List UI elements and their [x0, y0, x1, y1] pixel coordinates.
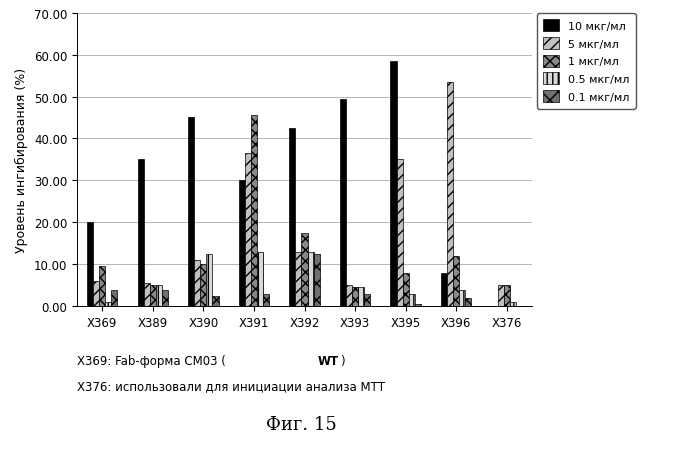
- Bar: [358, 288, 364, 307]
- Y-axis label: Уровень ингибирования (%): Уровень ингибирования (%): [15, 68, 28, 253]
- Legend: 10 мкг/мл, 5 мкг/мл, 1 мкг/мл, 0.5 мкг/мл, 0.1 мкг/мл: 10 мкг/мл, 5 мкг/мл, 1 мкг/мл, 0.5 мкг/м…: [536, 14, 636, 110]
- Bar: [441, 273, 447, 307]
- Text: X369: Fab-форма СМ03 (: X369: Fab-форма СМ03 (: [77, 354, 226, 367]
- Bar: [307, 252, 314, 307]
- Bar: [206, 254, 213, 307]
- Bar: [340, 99, 346, 307]
- Bar: [200, 265, 206, 307]
- Bar: [396, 160, 402, 307]
- Bar: [138, 160, 144, 307]
- Bar: [162, 290, 168, 307]
- Bar: [257, 252, 263, 307]
- Bar: [447, 83, 453, 307]
- Bar: [251, 116, 257, 307]
- Bar: [213, 296, 218, 307]
- Bar: [289, 129, 295, 307]
- Bar: [195, 261, 200, 307]
- Bar: [510, 303, 516, 307]
- Bar: [144, 284, 150, 307]
- Bar: [239, 181, 245, 307]
- Bar: [188, 118, 195, 307]
- Bar: [352, 288, 358, 307]
- Bar: [414, 304, 421, 307]
- Bar: [93, 281, 99, 307]
- Bar: [391, 62, 396, 307]
- Bar: [466, 298, 471, 307]
- Bar: [87, 223, 93, 307]
- Bar: [156, 286, 162, 307]
- Bar: [314, 254, 320, 307]
- Text: WT: WT: [318, 354, 339, 367]
- Bar: [402, 273, 409, 307]
- Text: X376: использовали для инициации анализа МТТ: X376: использовали для инициации анализа…: [77, 379, 385, 392]
- Bar: [504, 286, 510, 307]
- Bar: [459, 290, 466, 307]
- Bar: [263, 294, 269, 307]
- Bar: [346, 286, 352, 307]
- Bar: [245, 154, 251, 307]
- Bar: [150, 286, 156, 307]
- Bar: [105, 303, 111, 307]
- Bar: [453, 257, 459, 307]
- Bar: [295, 252, 302, 307]
- Bar: [99, 267, 105, 307]
- Text: ): ): [340, 354, 345, 367]
- Bar: [498, 286, 504, 307]
- Bar: [409, 294, 414, 307]
- Text: Фиг. 15: Фиг. 15: [265, 415, 337, 433]
- Bar: [302, 233, 307, 307]
- Bar: [111, 290, 118, 307]
- Bar: [364, 294, 370, 307]
